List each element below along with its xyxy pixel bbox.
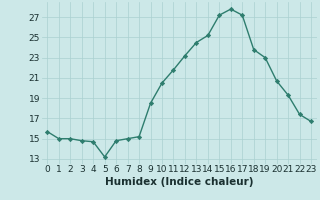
X-axis label: Humidex (Indice chaleur): Humidex (Indice chaleur) <box>105 177 253 187</box>
